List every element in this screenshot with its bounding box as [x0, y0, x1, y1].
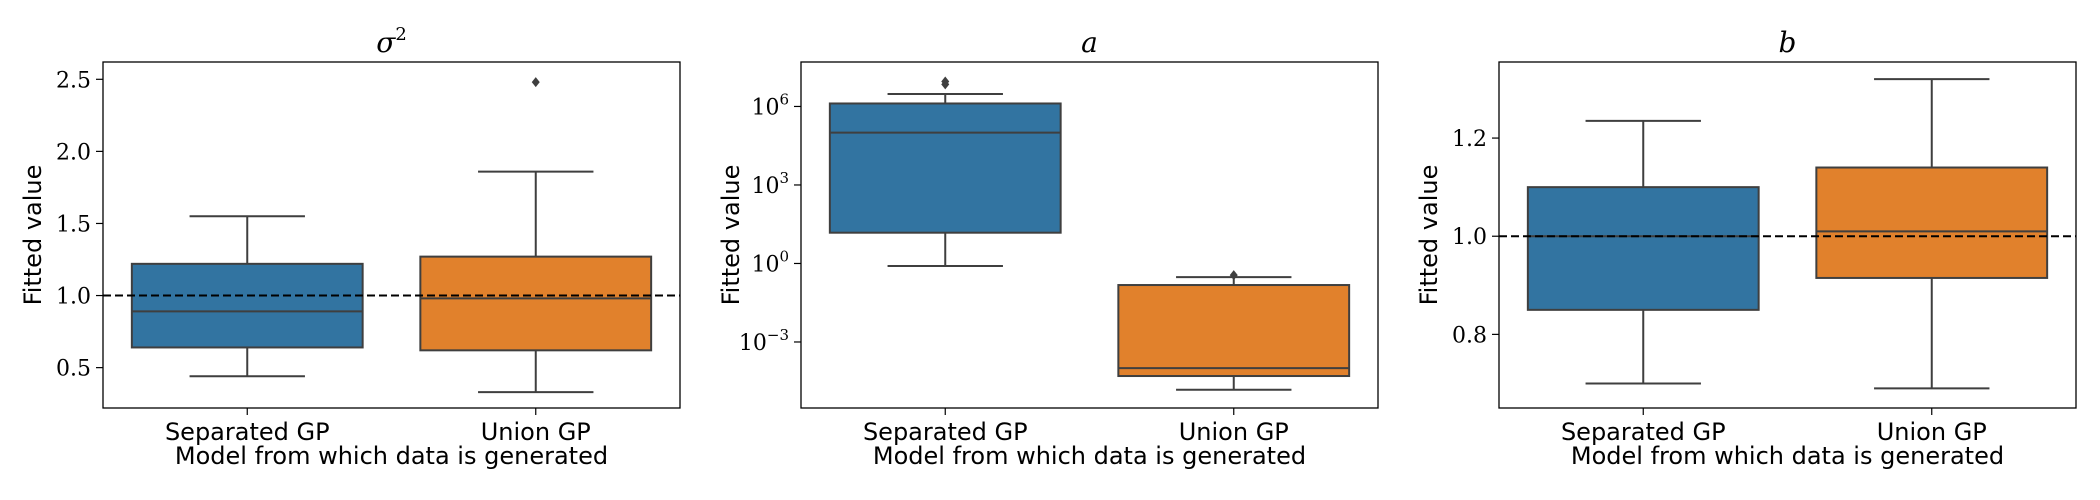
panel-title: σ2: [376, 24, 407, 59]
panel-title: a: [1081, 26, 1098, 59]
box-1: [1526, 119, 1760, 385]
iqr-box: [419, 255, 653, 352]
x-category-label: Separated GP: [863, 418, 1028, 446]
y-tick-label-exponent: 6: [779, 90, 789, 108]
panel-title-text: b: [1779, 26, 1797, 59]
y-tick-label-exponent: 3: [779, 169, 789, 187]
x-axis-label: Model from which data is generated: [1571, 442, 2004, 470]
y-tick-label-exponent: 0: [779, 247, 789, 265]
box-2: [1117, 270, 1351, 391]
x-axis-label: Model from which data is generated: [873, 442, 1306, 470]
x-category-label: Union GP: [1179, 418, 1289, 446]
x-category-label: Union GP: [481, 418, 591, 446]
panel-title-superscript: 2: [395, 24, 406, 45]
outlier-marker: [531, 77, 540, 88]
panel-title: b: [1779, 26, 1797, 59]
box-1: [828, 76, 1062, 268]
y-axis-label: Fitted value: [19, 165, 47, 306]
box-1: [130, 215, 364, 378]
y-tick-label: 0.5: [56, 357, 91, 382]
y-tick-label: 106: [751, 90, 789, 120]
y-tick-label-base: 10: [739, 331, 767, 356]
y-tick-label-exponent: −3: [767, 326, 789, 344]
plot-frame: [1498, 61, 2077, 409]
x-axis-label: Model from which data is generated: [175, 442, 608, 470]
y-tick-label: 0.8: [1452, 323, 1487, 348]
box-2: [419, 77, 653, 394]
x-category-label: Separated GP: [1561, 418, 1726, 446]
panel-1: 0.5 1.0 1.5 2.0 2.5 Separated GP Union GP σ2 Mod…: [19, 24, 681, 470]
y-tick-label: 1.0: [56, 285, 91, 310]
iqr-box: [828, 102, 1062, 234]
panel-3: 0.8 1.0 1.2 Separated GP Union GP b Model from…: [1415, 26, 2077, 470]
x-category-label: Union GP: [1877, 418, 1987, 446]
iqr-box: [1815, 166, 2049, 279]
y-tick-label: 1.5: [56, 212, 91, 237]
y-tick-label: 10−3: [739, 326, 789, 356]
x-category-label: Separated GP: [165, 418, 330, 446]
y-axis-label: Fitted value: [1415, 165, 1443, 306]
y-axis-label: Fitted value: [717, 165, 745, 306]
plot-frame: [800, 61, 1379, 409]
y-tick-label-base: 10: [751, 95, 779, 120]
outlier-marker: [941, 76, 950, 87]
y-tick-label-base: 10: [751, 252, 779, 277]
panel-title-text: a: [1081, 26, 1098, 59]
iqr-box: [130, 262, 364, 349]
y-tick-label: 100: [751, 247, 789, 277]
panel-title-text: σ: [376, 26, 396, 59]
y-tick-label-base: 10: [751, 174, 779, 199]
y-tick-label: 103: [751, 169, 789, 199]
iqr-box: [1526, 186, 1760, 311]
iqr-box: [1117, 284, 1351, 378]
y-tick-label: 1.2: [1452, 127, 1487, 152]
plot-frame: [102, 61, 681, 409]
box-2: [1815, 78, 2049, 390]
y-tick-label: 2.0: [56, 140, 91, 165]
y-tick-label: 1.0: [1452, 225, 1487, 250]
outlier-marker: [1229, 270, 1238, 281]
y-tick-label: 2.5: [56, 68, 91, 93]
